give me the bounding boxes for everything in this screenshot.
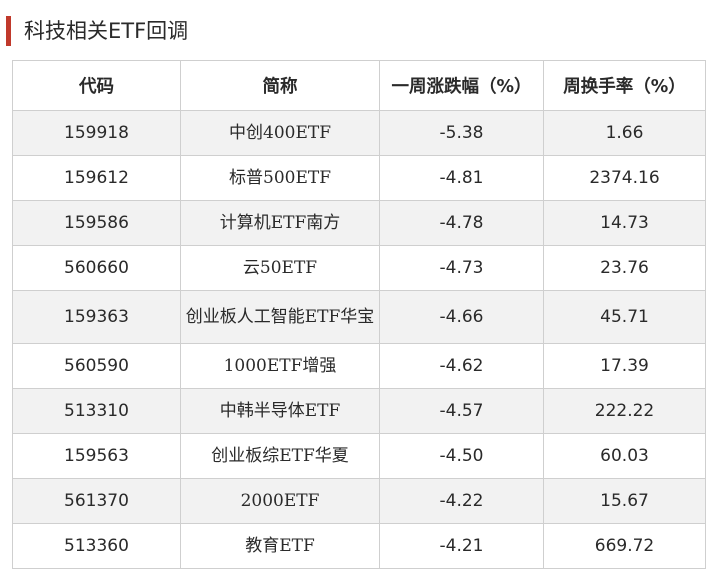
table-row: 159612 标普500ETF -4.81 2374.16 <box>12 155 706 201</box>
table-row: 159918 中创400ETF -5.38 1.66 <box>12 110 706 156</box>
page-title: 科技相关ETF回调 <box>24 19 189 43</box>
table-row: 560660 云50ETF -4.73 23.76 <box>12 245 706 291</box>
cell-name: 创业板综ETF华夏 <box>180 433 380 479</box>
cell-name: 中韩半导体ETF <box>180 388 380 434</box>
cell-weekly-turnover: 60.03 <box>543 433 706 479</box>
cell-code: 560660 <box>12 245 181 291</box>
cell-code: 159563 <box>12 433 181 479</box>
cell-code: 159612 <box>12 155 181 201</box>
cell-name: 云50ETF <box>180 245 380 291</box>
table-row: 561370 2000ETF -4.22 15.67 <box>12 478 706 524</box>
cell-name: 标普500ETF <box>180 155 380 201</box>
table-header-row: 代码 简称 一周涨跌幅（%） 周换手率（%） <box>12 60 706 111</box>
header-code: 代码 <box>12 60 181 111</box>
cell-weekly-turnover: 23.76 <box>543 245 706 291</box>
cell-weekly-turnover: 15.67 <box>543 478 706 524</box>
cell-weekly-change: -4.21 <box>379 523 544 569</box>
header-weekly-turnover: 周换手率（%） <box>543 60 706 111</box>
table-body: 159918 中创400ETF -5.38 1.66 159612 标普500ETF -4.… <box>12 110 706 569</box>
cell-code: 159586 <box>12 200 181 246</box>
table-row: 513360 教育ETF -4.21 669.72 <box>12 523 706 569</box>
cell-weekly-change: -4.66 <box>379 290 544 344</box>
table-row: 159363 创业板人工智能ETF华宝 -4.66 45.71 <box>12 290 706 344</box>
cell-weekly-turnover: 45.71 <box>543 290 706 344</box>
cell-name: 创业板人工智能ETF华宝 <box>180 290 380 344</box>
cell-name: 教育ETF <box>180 523 380 569</box>
header-name: 简称 <box>180 60 380 111</box>
table-row: 513310 中韩半导体ETF -4.57 222.22 <box>12 388 706 434</box>
cell-name: 中创400ETF <box>180 110 380 156</box>
cell-weekly-change: -5.38 <box>379 110 544 156</box>
cell-weekly-turnover: 14.73 <box>543 200 706 246</box>
cell-code: 159363 <box>12 290 181 344</box>
cell-weekly-turnover: 1.66 <box>543 110 706 156</box>
table-row: 159563 创业板综ETF华夏 -4.50 60.03 <box>12 433 706 479</box>
cell-name: 2000ETF <box>180 478 380 524</box>
cell-weekly-turnover: 222.22 <box>543 388 706 434</box>
header-weekly-change: 一周涨跌幅（%） <box>379 60 544 111</box>
cell-code: 513310 <box>12 388 181 434</box>
cell-name: 1000ETF增强 <box>180 343 380 389</box>
cell-name: 计算机ETF南方 <box>180 200 380 246</box>
cell-weekly-change: -4.62 <box>379 343 544 389</box>
cell-weekly-change: -4.50 <box>379 433 544 479</box>
cell-weekly-turnover: 2374.16 <box>543 155 706 201</box>
table-row: 560590 1000ETF增强 -4.62 17.39 <box>12 343 706 389</box>
cell-weekly-turnover: 669.72 <box>543 523 706 569</box>
cell-code: 159918 <box>12 110 181 156</box>
title-accent-bar <box>6 16 11 46</box>
cell-weekly-change: -4.78 <box>379 200 544 246</box>
cell-code: 560590 <box>12 343 181 389</box>
cell-code: 513360 <box>12 523 181 569</box>
cell-weekly-change: -4.22 <box>379 478 544 524</box>
cell-weekly-change: -4.73 <box>379 245 544 291</box>
cell-weekly-change: -4.81 <box>379 155 544 201</box>
table-row: 159586 计算机ETF南方 -4.78 14.73 <box>12 200 706 246</box>
etf-table: 代码 简称 一周涨跌幅（%） 周换手率（%） 159918 中创400ETF -5.… <box>12 60 706 569</box>
cell-weekly-change: -4.57 <box>379 388 544 434</box>
cell-weekly-turnover: 17.39 <box>543 343 706 389</box>
title-row: 科技相关ETF回调 <box>0 0 713 60</box>
cell-code: 561370 <box>12 478 181 524</box>
